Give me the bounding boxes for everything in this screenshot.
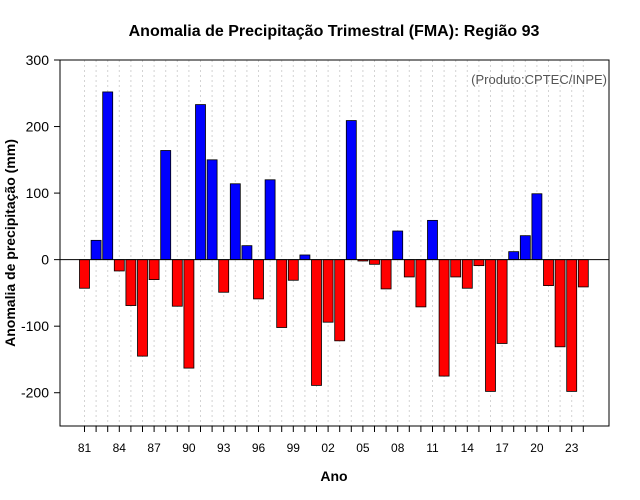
- x-tick-label: 90: [182, 441, 196, 455]
- bar-1999: [287, 259, 299, 281]
- bars: [79, 91, 589, 392]
- bar-2017: [496, 259, 508, 344]
- bar-1994: [229, 183, 241, 261]
- y-tick-label: 300: [26, 52, 50, 68]
- bar-1988: [160, 150, 172, 261]
- x-tick-label: 84: [113, 441, 127, 455]
- x-axis: 81 84 87 90 93 96 99 02 05 08 11 14 17 20 23: [78, 426, 584, 455]
- bar-1991: [195, 104, 206, 261]
- bar-2021: [543, 259, 554, 286]
- bar-1982: [90, 239, 102, 261]
- bar-1987: [148, 259, 160, 280]
- bar-1989: [171, 259, 183, 307]
- x-tick-label: 14: [461, 441, 475, 455]
- bar-2006: [369, 259, 380, 265]
- bar-2003: [334, 259, 346, 342]
- bar-2000: [299, 254, 311, 261]
- bar-1981: [79, 259, 90, 289]
- credit-label: (Produto:CPTEC/INPE): [471, 72, 607, 87]
- bar-1986: [137, 259, 148, 357]
- bar-2014: [461, 259, 473, 289]
- bar-2023: [566, 259, 578, 392]
- x-axis-label: Ano: [320, 468, 347, 484]
- bar-1993: [218, 259, 230, 293]
- bar-1990: [183, 259, 195, 369]
- bar-2018: [508, 251, 520, 261]
- x-tick-label: 05: [356, 441, 370, 455]
- bar-2007: [380, 259, 392, 290]
- bar-1996: [253, 259, 264, 300]
- bar-1983: [102, 91, 114, 261]
- y-tick-label: 200: [26, 119, 50, 135]
- x-tick-label: 96: [252, 441, 266, 455]
- bar-2004: [345, 120, 357, 261]
- y-tick-label: 0: [41, 252, 49, 268]
- y-tick-label: 100: [26, 185, 50, 201]
- x-tick-label: 99: [287, 441, 301, 455]
- bar-2001: [311, 259, 322, 386]
- y-axis: -200 -100 0 100 200 300: [21, 52, 60, 401]
- bar-2016: [485, 259, 496, 392]
- x-tick-label: 08: [391, 441, 405, 455]
- bar-2013: [450, 259, 462, 278]
- y-tick-label: -100: [21, 318, 49, 334]
- plot-frame: [59, 59, 610, 427]
- x-tick-label: 87: [147, 441, 161, 455]
- bar-2022: [554, 259, 566, 348]
- bar-2002: [322, 259, 334, 323]
- chart-title: Anomalia de Precipitação Trimestral (FMA…: [129, 23, 540, 40]
- bar-2020: [531, 193, 543, 261]
- bar-2012: [438, 259, 450, 377]
- x-tick-label: 02: [321, 441, 335, 455]
- bar-1997: [264, 179, 276, 261]
- bar-2009: [403, 259, 415, 278]
- bar-1992: [206, 159, 218, 261]
- x-tick-label: 20: [530, 441, 544, 455]
- x-tick-label: 81: [78, 441, 92, 455]
- bar-2010: [415, 259, 427, 308]
- x-tick-label: 17: [495, 441, 509, 455]
- bar-2015: [473, 259, 485, 267]
- x-tick-label: 11: [426, 441, 439, 455]
- bar-1995: [241, 245, 253, 261]
- bar-2011: [427, 219, 438, 261]
- bar-2024: [577, 259, 589, 288]
- y-tick-label: -200: [21, 385, 49, 401]
- bar-2008: [392, 230, 404, 261]
- bar-1998: [276, 259, 288, 328]
- bar-1985: [125, 259, 137, 306]
- grid: [84, 60, 584, 426]
- x-tick-label: 23: [565, 441, 579, 455]
- x-tick-label: 93: [217, 441, 231, 455]
- y-axis-label: Anomalia de precipitação (mm): [2, 139, 18, 347]
- bar-1984: [113, 259, 125, 272]
- bar-2019: [519, 235, 531, 261]
